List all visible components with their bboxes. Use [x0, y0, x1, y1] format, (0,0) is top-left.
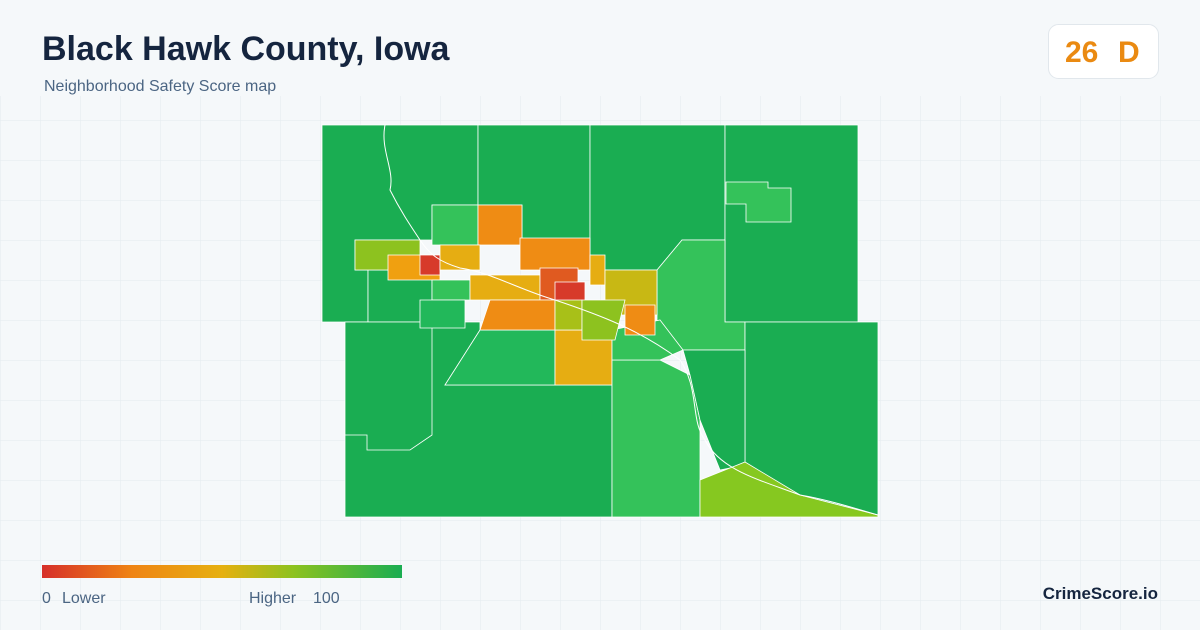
region: [682, 349, 746, 471]
region: [477, 204, 523, 246]
subtitle: Neighborhood Safety Score map: [44, 78, 276, 95]
region: [724, 124, 859, 323]
legend-max-label: Higher: [249, 590, 297, 607]
title: Black Hawk County, Iowa: [42, 30, 451, 68]
score-badge: [1048, 24, 1159, 79]
region: [624, 304, 656, 336]
river: [383, 124, 879, 516]
region: [419, 299, 466, 329]
region: [554, 281, 586, 303]
region: [589, 254, 606, 286]
region: [431, 279, 471, 301]
region: [469, 274, 541, 301]
region: [519, 237, 591, 271]
legend-min-label: Lower: [62, 590, 106, 607]
region: [431, 204, 479, 246]
region: [581, 299, 626, 341]
region: [344, 321, 433, 451]
legend-max: 100: [313, 590, 340, 607]
legend-bar: [42, 565, 402, 578]
map: [321, 124, 879, 518]
region: [479, 299, 556, 331]
score-grade: D: [1118, 36, 1140, 69]
region: [611, 359, 701, 518]
region: [725, 181, 792, 223]
region: [439, 244, 481, 271]
score-value: 26: [1065, 36, 1098, 69]
brand: CrimeScore.io: [1043, 584, 1158, 603]
legend-min: 0: [42, 590, 51, 607]
header-background: [0, 0, 1200, 96]
